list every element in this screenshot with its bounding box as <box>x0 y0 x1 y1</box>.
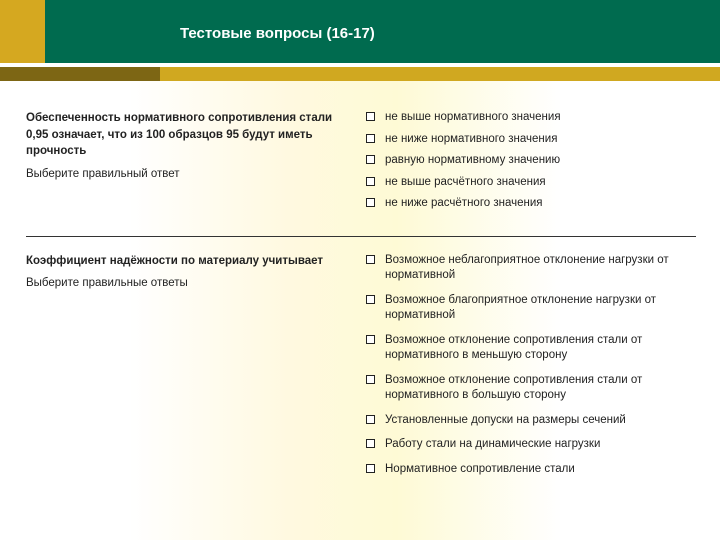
page-title: Тестовые вопросы (16-17) <box>180 25 375 42</box>
accent-strip-dark <box>0 67 160 81</box>
option-label: не ниже нормативного значения <box>385 132 557 148</box>
option-label: не выше нормативного значения <box>385 110 561 126</box>
checkbox-icon <box>366 134 375 143</box>
checkbox-icon <box>366 439 375 448</box>
checkbox-icon <box>366 464 375 473</box>
option-label: не выше расчётного значения <box>385 175 546 191</box>
question-17-stem: Коэффициент надёжности по материалу учит… <box>26 253 336 270</box>
option-label: Нормативное сопротивление стали <box>385 462 575 478</box>
q17-option[interactable]: Возможное отклонение сопротивления стали… <box>366 333 696 364</box>
option-label: не ниже расчётного значения <box>385 196 543 212</box>
q17-option[interactable]: Возможное благоприятное отклонение нагру… <box>366 293 696 324</box>
q17-option[interactable]: Возможное неблагоприятное отклонение наг… <box>366 253 696 284</box>
question-17-instruction: Выберите правильные ответы <box>26 275 336 292</box>
q17-option[interactable]: Работу стали на динамические нагрузки <box>366 437 696 453</box>
checkbox-icon <box>366 295 375 304</box>
content-area: Обеспеченность нормативного сопротивлени… <box>26 110 696 486</box>
question-17: Коэффициент надёжности по материалу учит… <box>26 253 696 487</box>
option-label: Возможное благоприятное отклонение нагру… <box>385 293 696 324</box>
q16-option[interactable]: не выше нормативного значения <box>366 110 696 126</box>
q16-option[interactable]: не выше расчётного значения <box>366 175 696 191</box>
option-label: Возможное неблагоприятное отклонение наг… <box>385 253 696 284</box>
checkbox-icon <box>366 112 375 121</box>
option-label: Возможное отклонение сопротивления стали… <box>385 333 696 364</box>
option-label: Возможное отклонение сопротивления стали… <box>385 373 696 404</box>
q16-option[interactable]: не ниже нормативного значения <box>366 132 696 148</box>
checkbox-icon <box>366 335 375 344</box>
question-16-instruction: Выберите правильный ответ <box>26 166 336 183</box>
header-accent-block <box>0 0 45 63</box>
q17-option[interactable]: Установленные допуски на размеры сечений <box>366 413 696 429</box>
question-16-options: не выше нормативного значения не ниже но… <box>366 110 696 218</box>
question-16-prompt: Обеспеченность нормативного сопротивлени… <box>26 110 336 183</box>
question-17-prompt: Коэффициент надёжности по материалу учит… <box>26 253 336 292</box>
checkbox-icon <box>366 375 375 384</box>
question-16-stem: Обеспеченность нормативного сопротивлени… <box>26 110 336 160</box>
q16-option[interactable]: равную нормативному значению <box>366 153 696 169</box>
question-16: Обеспеченность нормативного сопротивлени… <box>26 110 696 218</box>
q17-option[interactable]: Возможное отклонение сопротивления стали… <box>366 373 696 404</box>
option-label: равную нормативному значению <box>385 153 560 169</box>
question-17-options: Возможное неблагоприятное отклонение наг… <box>366 253 696 487</box>
checkbox-icon <box>366 155 375 164</box>
checkbox-icon <box>366 415 375 424</box>
option-label: Работу стали на динамические нагрузки <box>385 437 600 453</box>
q17-option[interactable]: Нормативное сопротивление стали <box>366 462 696 478</box>
checkbox-icon <box>366 255 375 264</box>
checkbox-icon <box>366 198 375 207</box>
option-label: Установленные допуски на размеры сечений <box>385 413 626 429</box>
checkbox-icon <box>366 177 375 186</box>
question-divider <box>26 236 696 237</box>
q16-option[interactable]: не ниже расчётного значения <box>366 196 696 212</box>
